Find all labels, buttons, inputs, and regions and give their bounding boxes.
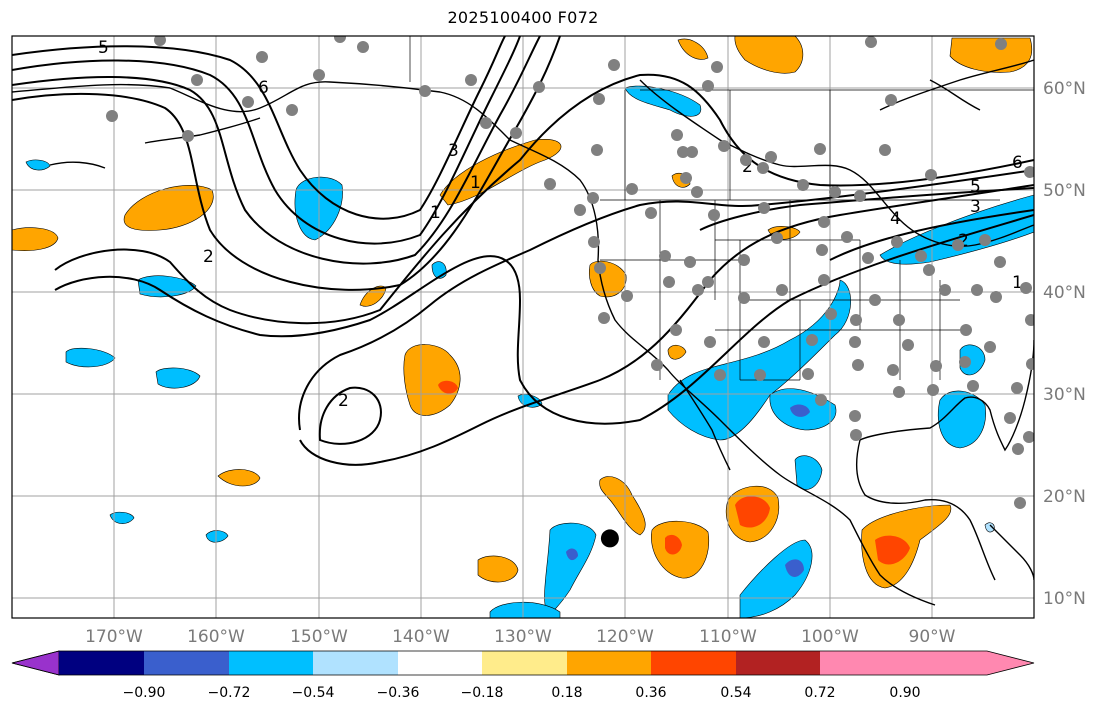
lon-label: 100°W: [801, 627, 859, 647]
shade-positive: [438, 380, 458, 394]
lat-label: 20°N: [1043, 487, 1086, 507]
shade-positive: [667, 344, 687, 360]
contour-label: 3: [970, 197, 981, 217]
colorbar-extend-max: [905, 651, 1034, 675]
shade-positive: [403, 344, 461, 416]
storm-marker: [600, 529, 619, 548]
colorbar: −0.90 −0.72 −0.54 −0.36 −0.18 0.18 0.36 …: [11, 650, 1035, 701]
contour-labels: 5 6 3 1 2 2 1 6 5 4 3 2 2 1: [98, 38, 1023, 411]
shade-negative: [205, 530, 229, 543]
map-frame: [11, 35, 1035, 619]
lon-label: 130°W: [494, 627, 552, 647]
station-markers: [106, 36, 1034, 509]
lon-label: 140°W: [392, 627, 450, 647]
contour-label: 2: [958, 231, 969, 251]
colorbar-extend-min: [11, 650, 60, 676]
lon-label: 90°W: [909, 627, 956, 647]
colorbar-segment: [144, 651, 229, 675]
colorbar-tick: −0.72: [208, 685, 251, 701]
shade-negative: [109, 511, 135, 524]
shade-positive: [477, 555, 519, 583]
colorbar-tick: 0.72: [804, 685, 835, 701]
coastlines: [12, 59, 1034, 606]
colorbar-ticks: −0.90 −0.72 −0.54 −0.36 −0.18 0.18 0.36 …: [123, 685, 921, 701]
shade-negative: [155, 367, 201, 389]
shade-negative: [785, 559, 804, 577]
colorbar-segment: [820, 651, 905, 675]
colorbar-segment: [59, 651, 144, 675]
contour-label: 6: [1012, 153, 1023, 173]
colorbar-tick: −0.36: [377, 685, 420, 701]
shade-positive: [665, 534, 682, 555]
colorbar-segment: [229, 651, 313, 675]
shade-negative: [984, 522, 995, 533]
shade-negative: [879, 194, 1034, 265]
contour-label: 2: [338, 391, 349, 411]
shade-negative: [937, 390, 986, 449]
contour-label: 1: [1012, 273, 1023, 293]
shade-negative: [544, 522, 597, 616]
shade-negative: [566, 548, 578, 561]
colorbar-tick: 0.54: [720, 685, 751, 701]
lon-label: 160°W: [187, 627, 245, 647]
colorbar-tick: 0.90: [889, 685, 920, 701]
lon-label: 110°W: [699, 627, 757, 647]
lat-label: 10°N: [1043, 589, 1086, 609]
shade-positive: [217, 469, 261, 487]
contour-label: 2: [203, 247, 214, 267]
colorbar-segment: [313, 651, 398, 675]
lat-label: 30°N: [1043, 385, 1086, 405]
shade-positive: [735, 496, 770, 528]
lon-label: 120°W: [596, 627, 654, 647]
colorbar-segment: [736, 651, 820, 675]
contour-label: 5: [970, 177, 981, 197]
colorbar-segment: [398, 651, 482, 675]
lat-label: 60°N: [1043, 79, 1086, 99]
colorbar-segment: [567, 651, 651, 675]
shade-positive: [734, 36, 804, 74]
colorbar-tick: 0.36: [635, 685, 666, 701]
colorbar-segment: [651, 651, 736, 675]
lat-label: 40°N: [1043, 283, 1086, 303]
contour-label: 5: [98, 38, 109, 58]
shade-negative: [25, 159, 51, 171]
graticule: [12, 36, 1034, 618]
shade-positive: [677, 38, 709, 60]
colorbar-tick: −0.18: [461, 685, 504, 701]
shade-positive: [12, 227, 59, 251]
lat-label: 50°N: [1043, 181, 1086, 201]
contour-label: 4: [890, 209, 901, 229]
shade-positive: [949, 37, 1033, 73]
colorbar-tick: 0.18: [551, 685, 582, 701]
contour-label: 3: [448, 141, 459, 161]
shade-positive: [875, 535, 910, 565]
shade-positive: [123, 185, 214, 231]
lon-label: 170°W: [85, 627, 143, 647]
contour-label: 2: [742, 157, 753, 177]
colorbar-tick: −0.90: [123, 685, 166, 701]
colorbar-segment: [482, 651, 567, 675]
contour-lines: [12, 36, 1034, 466]
longitude-labels: 170°W 160°W 150°W 140°W 130°W 120°W 110°…: [85, 627, 956, 647]
contour-label: 1: [470, 173, 481, 193]
shade-negative: [790, 404, 810, 417]
colorbar-outline: [11, 650, 1035, 676]
shade-positive: [599, 476, 646, 536]
map-title: 2025100400 F072: [447, 8, 599, 27]
lon-label: 150°W: [290, 627, 348, 647]
colorbar-tick: −0.54: [292, 685, 335, 701]
latitude-labels: 10°N 20°N 30°N 40°N 50°N 60°N: [1043, 79, 1086, 609]
shade-negative: [65, 347, 116, 368]
shade-negative: [667, 279, 851, 441]
shade-negative: [489, 601, 561, 618]
contour-label: 6: [258, 78, 269, 98]
contour-label: 1: [430, 203, 441, 223]
